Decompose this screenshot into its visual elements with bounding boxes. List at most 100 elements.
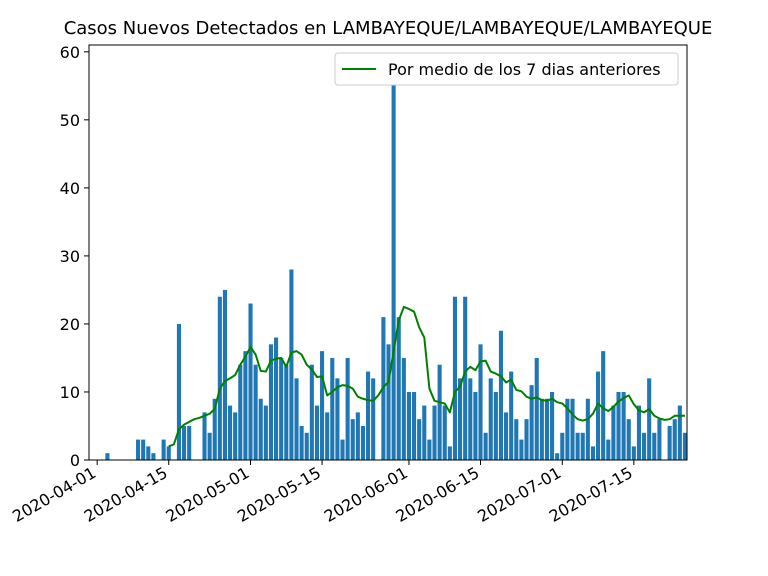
y-axis: 0 10 20 30 40 50 60 — [60, 43, 89, 470]
bar — [274, 337, 279, 460]
bar — [263, 405, 268, 460]
bar — [442, 405, 447, 460]
bar — [279, 357, 284, 460]
bar — [519, 439, 524, 460]
y-tick-label: 60 — [60, 43, 80, 62]
bar — [483, 432, 488, 460]
bar — [560, 432, 565, 460]
bar — [585, 398, 590, 460]
bar — [667, 425, 672, 460]
bar — [498, 330, 503, 460]
chart-title: Casos Nuevos Detectados en LAMBAYEQUE/LA… — [64, 18, 713, 39]
bar — [427, 439, 432, 460]
bar — [294, 378, 299, 460]
bar — [493, 391, 498, 460]
bar — [432, 405, 437, 460]
bar — [539, 398, 544, 460]
bar — [636, 405, 641, 460]
bar — [672, 419, 677, 460]
bar — [575, 432, 580, 460]
bar — [504, 412, 509, 460]
bar — [524, 419, 529, 460]
bar — [677, 405, 682, 460]
bar — [366, 371, 371, 460]
bar — [555, 453, 560, 460]
y-tick-label: 20 — [60, 315, 80, 334]
bar — [514, 419, 519, 460]
plot-frame — [88, 44, 688, 461]
bar — [401, 357, 406, 460]
bar — [626, 419, 631, 460]
bar — [417, 419, 422, 460]
x-axis: 2020-04-012020-04-152020-05-012020-05-15… — [9, 460, 636, 526]
bar — [463, 296, 468, 460]
bar — [391, 65, 396, 460]
bar — [248, 303, 253, 460]
bar — [340, 439, 345, 460]
bar — [488, 378, 493, 460]
bar — [182, 425, 187, 460]
bar — [217, 296, 222, 460]
bar — [309, 364, 314, 460]
legend-label: Por medio de los 7 dias anteriores — [388, 60, 661, 79]
bar — [212, 398, 217, 460]
bar — [166, 446, 171, 460]
bar — [304, 432, 309, 460]
axes — [88, 44, 688, 461]
bar — [268, 344, 273, 460]
bar — [601, 351, 606, 460]
bar — [233, 412, 238, 460]
bar — [386, 344, 391, 460]
bar — [335, 378, 340, 460]
bar — [146, 446, 151, 460]
bar — [228, 405, 233, 460]
bar — [136, 439, 141, 460]
bar — [529, 385, 534, 460]
bar — [452, 296, 457, 460]
bar — [253, 364, 258, 460]
bar — [682, 432, 687, 460]
bar — [642, 432, 647, 460]
bar — [350, 419, 355, 460]
bar — [596, 371, 601, 460]
bar — [570, 398, 575, 460]
bar — [458, 378, 463, 460]
bar — [258, 398, 263, 460]
bar — [289, 269, 294, 460]
bar — [105, 453, 110, 460]
bar — [284, 364, 289, 460]
bar — [151, 453, 156, 460]
y-tick-label: 50 — [60, 111, 80, 130]
bar — [468, 378, 473, 460]
bar — [437, 364, 442, 460]
bar — [565, 398, 570, 460]
bar — [141, 439, 146, 460]
bar — [396, 317, 401, 460]
bar — [360, 425, 365, 460]
bar — [590, 446, 595, 460]
bar — [355, 412, 360, 460]
bar — [222, 289, 227, 460]
bar — [412, 391, 417, 460]
bar — [371, 378, 376, 460]
bar — [657, 419, 662, 460]
bar — [647, 378, 652, 460]
bar — [544, 398, 549, 460]
bar — [621, 391, 626, 460]
bar — [299, 425, 304, 460]
bar — [631, 446, 636, 460]
bar — [330, 357, 335, 460]
bar-series — [105, 65, 687, 460]
bar — [406, 391, 411, 460]
bar — [534, 357, 539, 460]
y-tick-label: 10 — [60, 383, 80, 402]
bar — [550, 391, 555, 460]
bar — [509, 371, 514, 460]
bar — [243, 351, 248, 460]
line-series — [168, 305, 685, 448]
bar — [187, 425, 192, 460]
moving-average-line — [168, 305, 685, 448]
y-tick-label: 0 — [70, 451, 80, 470]
bar — [320, 351, 325, 460]
